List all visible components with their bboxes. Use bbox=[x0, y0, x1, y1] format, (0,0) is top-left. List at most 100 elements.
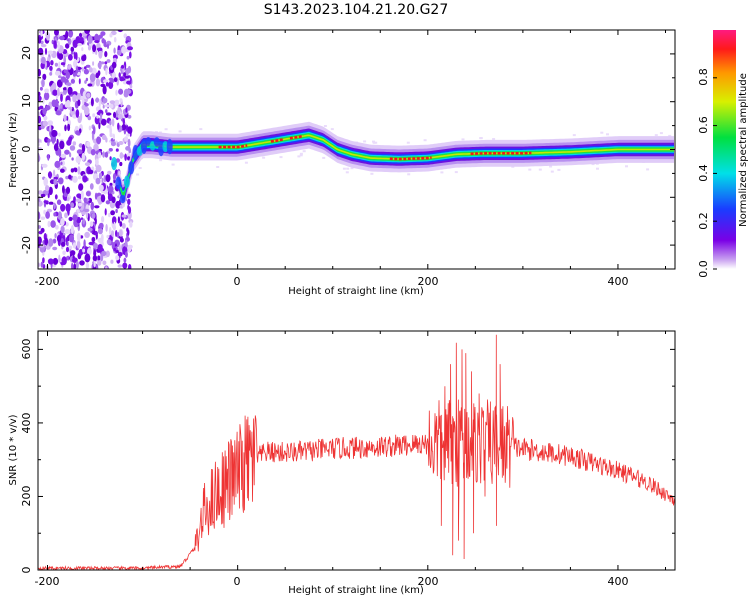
noise-speckle bbox=[76, 232, 81, 242]
noise-speckle bbox=[117, 216, 120, 224]
noise-speckle bbox=[85, 77, 89, 82]
noise-speckle bbox=[75, 155, 82, 164]
noise-speckle bbox=[91, 213, 96, 219]
noise-speckle bbox=[123, 33, 128, 39]
noise-speckle bbox=[70, 46, 75, 53]
noise-speckle bbox=[38, 115, 42, 124]
noise-speckle bbox=[77, 99, 81, 107]
noise-speckle bbox=[59, 140, 65, 150]
noise-speckle bbox=[95, 50, 98, 55]
noise-speckle bbox=[76, 92, 82, 102]
noise-speckle bbox=[84, 80, 87, 84]
snr-panel: -200 0 200 400 0 200 400 600 Height of s… bbox=[8, 330, 676, 596]
noise-speckle bbox=[45, 211, 50, 219]
halo-speckle bbox=[350, 167, 354, 170]
noise-speckle bbox=[67, 123, 71, 132]
halo-speckle bbox=[138, 167, 142, 169]
noise-speckle bbox=[41, 78, 45, 88]
noise-speckle bbox=[40, 193, 46, 198]
noise-speckle bbox=[59, 35, 65, 41]
halo-speckle bbox=[625, 165, 628, 168]
noise-speckle bbox=[70, 78, 75, 84]
noise-speckle bbox=[59, 104, 63, 109]
noise-speckle bbox=[60, 93, 63, 102]
noise-speckle bbox=[94, 217, 97, 225]
noise-speckle bbox=[60, 62, 66, 66]
halo-speckle bbox=[479, 137, 483, 140]
noise-speckle bbox=[65, 255, 71, 261]
noise-speckle bbox=[102, 85, 107, 95]
noise-speckle bbox=[72, 39, 78, 48]
bottom-y-axis-label: SNR (10 * v/v) bbox=[8, 414, 19, 485]
noise-speckle bbox=[100, 83, 106, 88]
noise-speckle bbox=[54, 194, 58, 200]
noise-speckle bbox=[53, 212, 57, 217]
halo-speckle bbox=[511, 165, 515, 168]
noise-speckle bbox=[66, 99, 71, 107]
noise-speckle bbox=[65, 186, 71, 194]
halo-speckle bbox=[199, 128, 203, 131]
halo-speckle bbox=[492, 138, 496, 140]
noise-speckle bbox=[38, 95, 42, 102]
noise-speckle bbox=[114, 101, 120, 107]
noise-speckle bbox=[102, 260, 107, 266]
noise-speckle bbox=[81, 67, 85, 72]
figure-title: S143.2023.104.21.20.G27 bbox=[264, 2, 449, 18]
noise-speckle bbox=[66, 197, 70, 202]
noise-speckle bbox=[60, 168, 65, 173]
noise-speckle bbox=[71, 157, 74, 161]
noise-speckle bbox=[75, 260, 79, 269]
noise-speckle bbox=[40, 40, 44, 45]
bottom-ytick-label: 0 bbox=[20, 567, 33, 574]
noise-speckle bbox=[50, 60, 54, 66]
noise-speckle bbox=[42, 97, 45, 105]
noise-speckle bbox=[96, 136, 102, 145]
halo-speckle bbox=[423, 139, 427, 142]
noise-speckle bbox=[97, 244, 103, 251]
noise-speckle bbox=[95, 158, 99, 166]
halo-speckle bbox=[572, 134, 576, 137]
noise-speckle bbox=[91, 236, 96, 243]
bottom-x-axis-label: Height of straight line (km) bbox=[288, 585, 424, 596]
noise-speckle bbox=[88, 125, 92, 131]
noise-speckle bbox=[53, 202, 56, 210]
noise-speckle bbox=[118, 88, 124, 95]
noise-speckle bbox=[75, 198, 82, 202]
noise-speckle bbox=[105, 137, 108, 143]
halo-speckle bbox=[299, 152, 303, 155]
noise-speckle bbox=[48, 201, 54, 205]
noise-speckle bbox=[115, 148, 119, 152]
noise-speckle bbox=[127, 46, 133, 51]
noise-speckle bbox=[41, 44, 47, 48]
onset-blob bbox=[128, 161, 135, 175]
noise-speckle bbox=[109, 103, 114, 109]
spectrogram-panel: -200 0 200 400 -20 -10 0 10 20 Height of… bbox=[8, 29, 676, 297]
noise-speckle bbox=[104, 208, 107, 216]
noise-speckle bbox=[121, 223, 126, 229]
noise-speckle bbox=[47, 50, 54, 55]
noise-speckle bbox=[57, 211, 62, 220]
noise-speckle bbox=[108, 148, 113, 152]
ridge-peak bbox=[289, 134, 304, 140]
noise-speckle bbox=[129, 221, 133, 228]
noise-speckle bbox=[94, 40, 100, 44]
noise-speckle bbox=[64, 149, 70, 155]
noise-speckle bbox=[98, 34, 103, 39]
noise-speckle bbox=[78, 143, 83, 148]
noise-speckle bbox=[54, 30, 59, 36]
halo-speckle bbox=[440, 171, 444, 174]
noise-speckle bbox=[72, 141, 77, 146]
colorbar-ticks bbox=[713, 77, 717, 270]
noise-speckle bbox=[119, 221, 123, 227]
noise-speckle bbox=[76, 240, 81, 249]
noise-speckle bbox=[91, 132, 95, 141]
noise-speckle bbox=[66, 38, 70, 42]
noise-speckle bbox=[109, 156, 112, 161]
noise-speckle bbox=[89, 221, 94, 227]
onset-blob bbox=[132, 144, 139, 161]
noise-speckle bbox=[54, 233, 57, 239]
noise-speckle bbox=[38, 91, 41, 97]
noise-speckle bbox=[77, 43, 82, 47]
noise-speckle bbox=[65, 71, 71, 80]
